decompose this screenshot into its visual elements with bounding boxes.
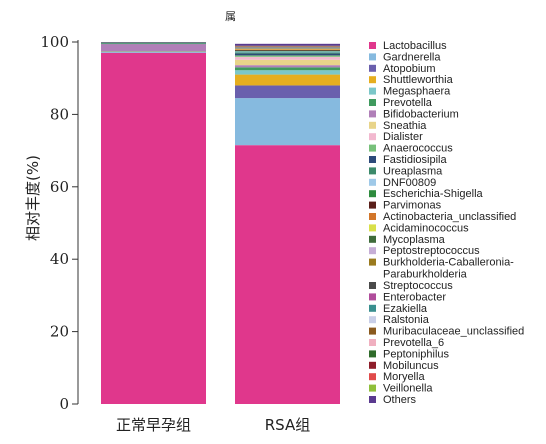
x-axis-labels: 正常早孕组 RSA组: [116, 416, 310, 434]
legend-label: Bifidobacterium: [383, 108, 459, 120]
legend-swatch: [369, 53, 376, 61]
legend: LactobacillusGardnerellaAtopobiumShuttle…: [369, 40, 524, 406]
legend-label: Atopobium: [383, 63, 436, 75]
bar-segment: [101, 52, 206, 53]
legend-label: Parvimonas: [383, 200, 442, 212]
y-tick-label: 20: [50, 323, 69, 341]
legend-label: Enterobacter: [383, 291, 446, 303]
legend-swatch: [369, 121, 376, 129]
legend-label: Escherichia-Shigella: [383, 188, 484, 200]
legend-label: Prevotella: [383, 97, 433, 109]
legend-label: Prevotella_6: [383, 337, 444, 349]
chart-title: 属: [225, 10, 236, 23]
bar-segment: [235, 98, 340, 146]
y-tick-label: 40: [50, 250, 69, 268]
legend-swatch: [369, 201, 376, 209]
legend-label: Ureaplasma: [383, 165, 443, 177]
legend-label: Ezakiella: [383, 303, 428, 315]
bar-segment: [235, 145, 340, 405]
legend-label: Megasphaera: [383, 86, 451, 98]
bars: [101, 42, 340, 405]
legend-swatch: [369, 282, 376, 289]
bar-segment: [235, 59, 340, 66]
legend-label: Sneathia: [383, 120, 427, 132]
legend-label: Muribaculaceae_unclassified: [383, 326, 524, 338]
bar-segment: [235, 53, 340, 56]
y-tick-label: 60: [50, 178, 69, 196]
legend-swatch: [369, 224, 376, 232]
legend-swatch: [369, 144, 376, 152]
legend-label: Gardnerella: [383, 51, 441, 63]
legend-swatch: [369, 304, 376, 312]
legend-swatch: [369, 373, 376, 381]
legend-label: Shuttleworthia: [383, 74, 454, 86]
legend-label: Dialister: [383, 131, 423, 143]
bar-segment: [101, 43, 206, 52]
legend-label: Moryella: [383, 371, 425, 383]
legend-label: Others: [383, 394, 417, 406]
bar-segment: [101, 42, 206, 44]
x-tick-label: RSA组: [265, 416, 310, 434]
legend-swatch: [369, 213, 376, 220]
bar-segment: [235, 74, 340, 86]
legend-swatch: [369, 178, 376, 186]
y-tick-label: 80: [50, 105, 69, 123]
legend-swatch: [369, 293, 376, 301]
legend-swatch: [369, 167, 376, 175]
y-axis: 0 20 40 60 80 100: [40, 33, 79, 413]
legend-swatch: [369, 190, 376, 198]
bar-segment: [235, 50, 340, 52]
legend-label: Peptostreptococcus: [383, 245, 480, 257]
bar-segment: [235, 65, 340, 68]
legend-swatch: [369, 99, 376, 106]
legend-swatch: [369, 64, 376, 72]
legend-swatch: [369, 133, 376, 141]
bar-segment: [235, 70, 340, 75]
bar-segment: [235, 56, 340, 60]
legend-swatch: [369, 350, 376, 358]
legend-swatch: [369, 258, 376, 266]
legend-swatch: [369, 156, 376, 163]
legend-label: Burkholderia-Caballeronia-Paraburkholder…: [383, 257, 514, 281]
legend-label: Lactobacillus: [383, 40, 447, 52]
legend-label: DNF00809: [383, 177, 436, 189]
bar-segment: [235, 85, 340, 99]
bar-segment: [235, 51, 340, 53]
bar-segment: [235, 43, 340, 46]
legend-swatch: [369, 247, 376, 255]
y-axis-label: 相对丰度(%): [24, 155, 42, 241]
bar-segment: [235, 67, 340, 71]
legend-swatch: [369, 339, 376, 346]
legend-label: Mycoplasma: [383, 234, 446, 246]
legend-label: Anaerococcus: [383, 143, 453, 155]
bar-segment: [235, 52, 340, 54]
legend-swatch: [369, 316, 376, 324]
legend-label: Acidaminococcus: [383, 222, 469, 234]
y-tick-label: 100: [40, 33, 69, 51]
legend-label: Mobiluncus: [383, 360, 439, 372]
legend-label: Peptoniphilus: [383, 348, 450, 360]
legend-swatch: [369, 327, 376, 335]
legend-swatch: [369, 396, 376, 403]
legend-label: Actinobacteria_unclassified: [383, 211, 516, 223]
legend-swatch: [369, 42, 376, 49]
legend-swatch: [369, 235, 376, 243]
legend-swatch: [369, 87, 376, 95]
legend-label: Ralstonia: [383, 314, 430, 326]
y-tick-label: 0: [59, 395, 69, 413]
bar-segment: [235, 49, 340, 51]
legend-label: Veillonella: [383, 383, 433, 395]
bar-segment: [101, 52, 206, 405]
legend-swatch: [369, 361, 376, 369]
legend-swatch: [369, 384, 376, 392]
legend-swatch: [369, 110, 376, 118]
legend-swatch: [369, 76, 376, 84]
legend-label: Fastidiosipila: [383, 154, 447, 166]
bar-segment: [235, 55, 340, 57]
x-tick-label: 正常早孕组: [116, 416, 191, 434]
legend-label: Streptococcus: [383, 280, 453, 292]
bar-segment: [235, 49, 340, 50]
